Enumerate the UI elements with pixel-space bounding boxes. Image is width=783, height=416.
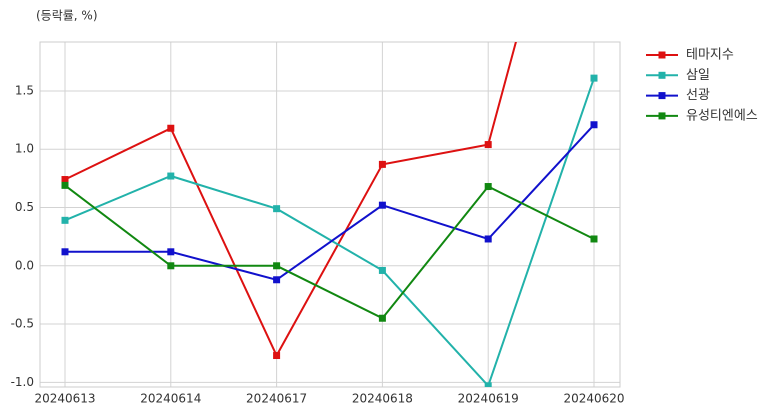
legend-marker [658,51,666,59]
point-marker [378,314,386,322]
series-line [64,184,595,320]
legend-label: 삼일 [686,68,710,83]
x-tick-label: 20240618 [352,392,413,406]
point-marker [273,262,281,270]
point-marker [167,172,175,180]
point-marker [484,141,492,149]
x-tick-label: 20240620 [563,392,624,406]
y-tick-label: 0.0 [15,258,34,272]
point-marker [378,160,386,168]
legend-label: 유성티엔에스 [686,108,758,123]
point-marker [590,121,598,129]
legend-marker [658,71,666,79]
series-line [64,42,517,358]
point-marker [273,276,281,284]
y-tick-label: 0.5 [15,200,34,214]
x-tick-label: 20240614 [140,392,201,406]
series-line [65,124,595,281]
point-marker [378,201,386,209]
annotation: (등락률, %) [36,9,98,23]
point-marker [61,216,69,224]
point-marker [378,266,386,274]
point-marker [167,248,175,256]
x-tick-label: 20240617 [246,392,307,406]
point-marker [61,248,69,256]
point-marker [61,181,69,189]
legend-marker [658,112,666,120]
legend-marker [658,92,666,100]
y-tick-label: 1.0 [15,142,34,156]
point-marker [167,124,175,132]
y-tick-label: -0.5 [11,317,34,331]
series-line [64,77,595,387]
x-tick-label: 20240613 [34,392,95,406]
legend-label: 선광 [686,88,710,103]
legend-label: 테마지수 [686,48,734,63]
y-tick-label: -1.0 [11,375,34,389]
point-marker [273,205,281,213]
x-tick-label: 20240619 [458,392,519,406]
plot-frame [39,41,621,388]
point-marker [484,183,492,191]
point-marker [273,352,281,360]
point-marker [167,262,175,270]
point-marker [590,235,598,243]
point-marker [484,235,492,243]
point-marker [61,176,69,184]
y-tick-label: 1.5 [15,83,34,97]
point-marker [484,382,492,387]
point-marker [590,74,598,82]
